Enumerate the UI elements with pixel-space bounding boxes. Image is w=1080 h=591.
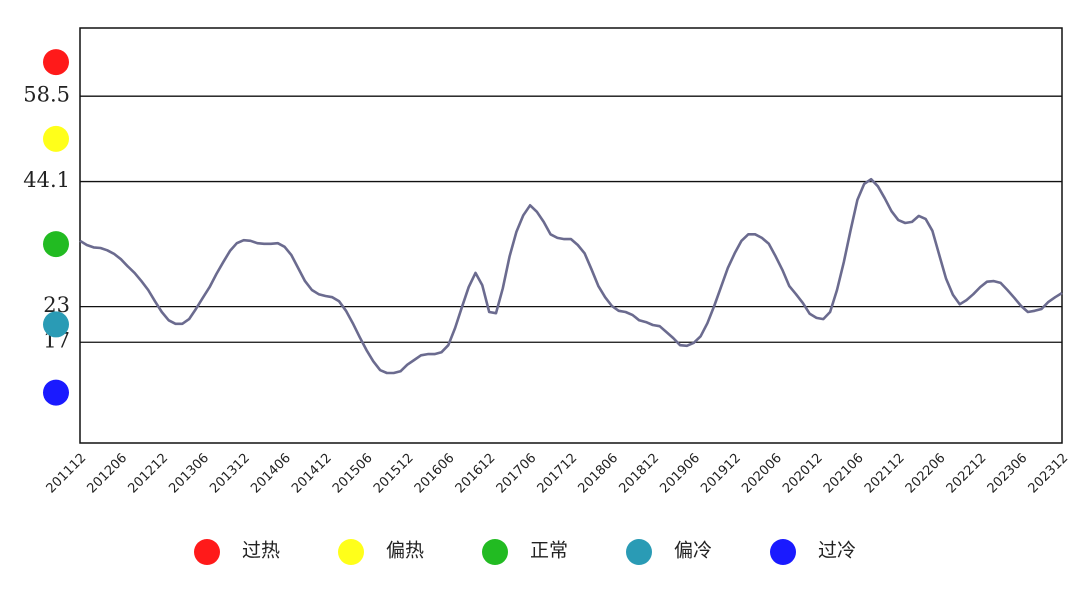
x-tick-label: 202012 [780, 451, 826, 497]
x-tick-label: 201212 [125, 451, 171, 497]
legend-label: 偏热 [386, 540, 424, 562]
x-tick-label: 201406 [248, 451, 294, 497]
x-tick-label: 202306 [985, 451, 1031, 497]
legend-label: 过冷 [818, 540, 856, 562]
legend-swatch [194, 539, 220, 565]
data-line [79, 177, 1063, 375]
x-tick-label: 201312 [207, 451, 253, 497]
legend-swatch [482, 539, 508, 565]
x-tick-label: 201812 [616, 451, 662, 497]
x-tick-label: 202212 [944, 451, 990, 497]
x-tick-label: 201906 [657, 451, 703, 497]
x-tick-label: 201512 [371, 451, 417, 497]
x-tick-label: 201506 [330, 451, 376, 497]
legend-swatch [770, 539, 796, 565]
legend-swatch [338, 539, 364, 565]
x-tick-label: 202106 [821, 451, 867, 497]
y-tick-label: 44.1 [23, 168, 70, 192]
x-tick-label: 201206 [85, 451, 131, 497]
zone-dot [43, 125, 69, 152]
legend-label: 过热 [242, 540, 280, 562]
zone-dot [43, 311, 69, 338]
x-tick-label: 202006 [739, 451, 785, 497]
zone-dot [43, 379, 69, 406]
x-tick-label: 202206 [903, 451, 949, 497]
x-tick-label: 201712 [535, 451, 581, 497]
y-tick-label: 58.5 [23, 83, 70, 107]
legend-label: 正常 [530, 540, 568, 562]
x-tick-label: 202112 [862, 451, 908, 497]
zone-dot [43, 231, 69, 258]
x-tick-label: 201706 [494, 451, 540, 497]
legend-swatch [626, 539, 652, 565]
x-tick-label: 201306 [166, 451, 212, 497]
x-tick-label: 201612 [453, 451, 499, 497]
x-tick-label: 202312 [1026, 451, 1072, 497]
x-tick-label: 201912 [698, 451, 744, 497]
x-tick-label: 201806 [576, 451, 622, 497]
zone-dot [43, 49, 69, 76]
legend-label: 偏冷 [674, 540, 712, 562]
x-tick-label: 201412 [289, 451, 335, 497]
plot-frame [79, 27, 1063, 444]
x-tick-label: 201112 [44, 451, 90, 497]
x-tick-label: 201606 [412, 451, 458, 497]
